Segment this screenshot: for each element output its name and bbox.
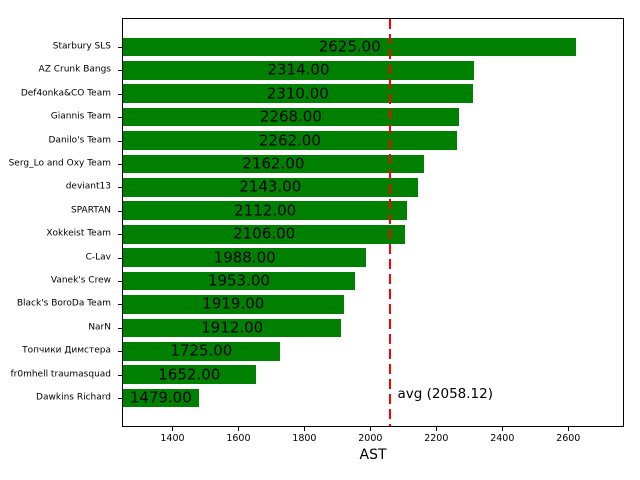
y-tick-mark	[118, 210, 122, 212]
x-tick-mark	[502, 427, 504, 431]
bar-value-label: 2143.00	[239, 177, 302, 196]
bar-15	[123, 365, 256, 385]
y-tick-label: Danilo's Team	[48, 135, 111, 146]
bar-10	[123, 248, 367, 267]
y-tick-label: AZ Crunk Bangs	[38, 64, 111, 75]
y-tick-mark	[118, 398, 122, 400]
x-tick-mark	[436, 427, 438, 431]
x-tick-label: 1600	[226, 433, 251, 444]
bar-value-label: 1919.00	[202, 294, 265, 313]
bar-value-label: 2314.00	[267, 60, 330, 79]
y-tick-mark	[118, 163, 122, 165]
y-tick-label: Xokkeist Team	[46, 228, 111, 239]
bar-14	[123, 341, 280, 361]
bar-value-label: 1479.00	[129, 388, 192, 407]
bar-value-label: 2162.00	[242, 154, 305, 173]
bar-4	[123, 107, 459, 127]
x-tick-mark	[370, 427, 372, 431]
y-tick-mark	[118, 140, 122, 142]
bar-16	[123, 388, 199, 408]
bar-5	[123, 131, 457, 150]
bar-value-label: 1725.00	[170, 341, 233, 360]
bar-value-label: 2106.00	[233, 224, 296, 243]
y-tick-mark	[118, 327, 122, 329]
x-axis-title: AST	[359, 447, 387, 463]
x-tick-label: 1400	[160, 433, 185, 444]
y-tick-mark	[118, 374, 122, 376]
y-tick-label: Starbury SLS	[52, 41, 111, 52]
bar-2	[123, 60, 474, 80]
y-tick-label: deviant13	[65, 181, 111, 192]
x-tick-mark	[304, 427, 306, 431]
y-tick-label: Dawkins Richard	[36, 392, 111, 403]
bar-13	[123, 318, 342, 338]
y-tick-label: Топчики Димстера	[22, 345, 111, 356]
y-tick-label: Vanek's Crew	[50, 275, 111, 286]
bar-11	[123, 271, 355, 291]
y-tick-mark	[118, 351, 122, 353]
bar-value-label: 1912.00	[201, 318, 264, 337]
y-tick-mark	[118, 117, 122, 119]
bar-value-label: 2310.00	[266, 84, 329, 103]
y-tick-label: SPARTAN	[70, 205, 111, 216]
y-tick-label: Giannis Team	[50, 111, 111, 122]
x-tick-mark	[238, 427, 240, 431]
y-tick-mark	[118, 304, 122, 306]
bar-value-label: 1988.00	[213, 248, 276, 267]
bar-value-label: 2262.00	[258, 131, 321, 150]
x-tick-label: 2200	[424, 433, 449, 444]
y-tick-label: fr0mhell traumasquad	[10, 369, 111, 380]
bar-value-label: 1953.00	[207, 271, 270, 290]
bar-6	[123, 154, 424, 174]
bar-value-label: 2268.00	[259, 107, 322, 126]
x-tick-label: 2400	[490, 433, 515, 444]
bar-9	[123, 224, 406, 244]
y-tick-label: Black's BoroDa Team	[16, 298, 111, 309]
average-reference-line	[388, 19, 391, 426]
bar-value-label: 2625.00	[318, 37, 381, 56]
y-tick-mark	[118, 46, 122, 48]
bar-1	[123, 37, 577, 57]
bar-8	[123, 201, 408, 221]
x-tick-label: 2600	[556, 433, 581, 444]
y-tick-mark	[118, 93, 122, 95]
bar-12	[123, 295, 344, 314]
x-tick-mark	[568, 427, 570, 431]
x-tick-mark	[172, 427, 174, 431]
x-tick-label: 1800	[292, 433, 317, 444]
y-tick-label: C-Lav	[85, 252, 111, 263]
average-line-label: avg (2058.12)	[397, 386, 493, 402]
y-tick-label: Def4onka&CO Team	[20, 88, 111, 99]
y-tick-mark	[118, 70, 122, 72]
bar-3	[123, 84, 473, 104]
y-tick-mark	[118, 187, 122, 189]
y-tick-mark	[118, 234, 122, 236]
y-tick-label: NarN	[88, 322, 111, 333]
y-tick-mark	[118, 257, 122, 259]
y-tick-label: Serg_Lo and Oxy Team	[8, 158, 111, 169]
bar-7	[123, 178, 418, 197]
x-tick-label: 2000	[358, 433, 383, 444]
y-tick-mark	[118, 281, 122, 283]
bar-value-label: 1652.00	[158, 365, 221, 384]
plot-area: avg (2058.12) 2625.00 Starbury SLS 2314.00…	[9, 18, 624, 443]
bar-value-label: 2112.00	[234, 201, 297, 220]
